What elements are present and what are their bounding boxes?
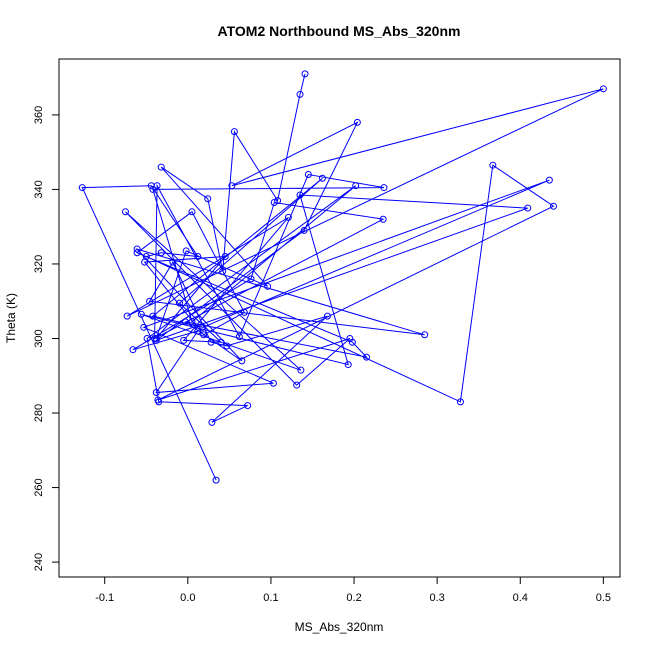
data-point [380,184,388,192]
data-point [200,331,208,339]
data-point [301,70,309,78]
x-tick-label: 0.1 [263,592,278,604]
x-axis: -0.1 0.0 0.1 0.2 0.3 0.4 0.5 [95,577,611,604]
plot-area [58,58,621,578]
data-point [140,323,148,331]
data-point [176,299,184,307]
data-point [296,191,304,199]
data-point [169,258,177,266]
data-point [146,297,154,305]
data-point [344,361,352,369]
series-line [81,73,604,481]
data-point [78,184,86,192]
data-point [149,312,157,320]
data-point [149,185,157,193]
data-point [244,402,252,410]
data-point [238,357,246,365]
y-tick-label: 360 [33,106,45,124]
data-point [240,308,248,316]
x-tick-label: 0.0 [180,592,195,604]
data-point [133,249,141,257]
x-tick-label: 0.5 [596,592,611,604]
data-point [142,253,150,261]
data-point [296,90,304,98]
data-point [143,334,151,342]
data-point [223,342,231,350]
data-point [247,275,255,283]
data-point [379,215,387,223]
data-point [489,161,497,169]
data-point [270,198,278,206]
data-point [352,182,360,190]
data-point [363,353,371,361]
data-point [297,366,305,374]
data-point [129,346,137,354]
data-point [133,245,141,253]
data-point [181,318,189,326]
data-point [545,176,553,184]
data-point [219,267,227,275]
y-tick-label: 320 [33,255,45,273]
y-axis-label: Theta (K) [4,293,18,343]
x-tick-label: -0.1 [95,592,114,604]
x-tick-label: 0.4 [513,592,528,604]
data-point [194,327,202,335]
data-point [188,208,196,216]
data-point [204,195,212,203]
data-point [180,336,188,344]
data-point [550,202,558,210]
y-tick-label: 280 [33,404,45,422]
data-point [157,163,165,171]
data-point [264,282,272,290]
data-point [323,312,331,320]
data-point [207,338,215,346]
data-point [318,174,326,182]
data-series [78,70,607,484]
data-point [456,398,464,406]
data-point [230,128,238,136]
chart-title: ATOM2 Northbound MS_Abs_320nm [218,23,461,39]
y-tick-label: 260 [33,478,45,496]
data-point [212,476,220,484]
data-point [217,338,225,346]
data-point [235,333,243,341]
data-point [147,182,155,190]
data-point [346,334,354,342]
data-point [293,381,301,389]
data-point [304,171,312,179]
y-tick-label: 300 [33,329,45,347]
data-point [151,334,159,342]
data-point [274,197,282,205]
data-point [121,208,129,216]
x-tick-label: 0.3 [430,592,445,604]
data-point [199,323,207,331]
data-point [188,318,196,326]
data-point [194,253,202,261]
data-point [154,396,162,404]
data-point [221,253,229,261]
data-point [208,418,216,426]
data-point [123,312,131,320]
data-point [353,118,361,126]
data-point [300,226,308,234]
data-point [152,389,160,397]
data-point [228,182,236,190]
x-tick-label: 0.2 [346,592,361,604]
y-tick-label: 240 [33,553,45,571]
data-point [157,249,165,257]
data-point [182,247,190,255]
data-point [524,204,532,212]
x-axis-label: MS_Abs_320nm [295,620,384,634]
y-axis: 240 260 280 300 320 340 360 [33,106,59,571]
data-point [599,85,607,93]
data-point [152,336,160,344]
data-point [421,331,429,339]
data-point [137,310,145,318]
y-tick-label: 340 [33,180,45,198]
data-point [284,213,292,221]
data-point [269,379,277,387]
